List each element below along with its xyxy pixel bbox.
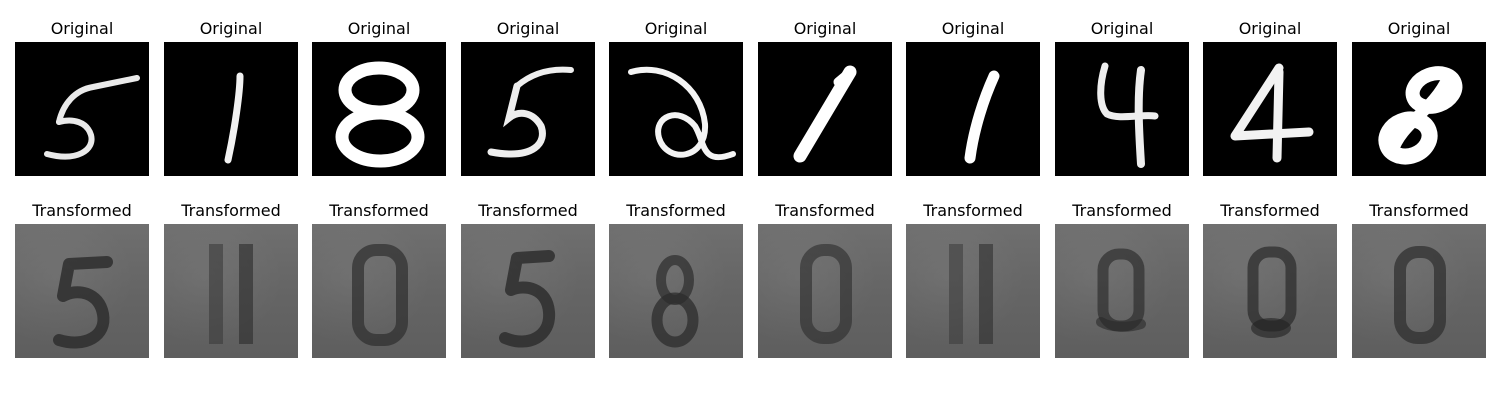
transformed-title: Transformed <box>1072 201 1172 220</box>
transformed-title: Transformed <box>626 201 726 220</box>
original-image <box>312 42 446 176</box>
original-title: Original <box>496 19 560 38</box>
original-image <box>164 42 298 176</box>
transformed-title: Transformed <box>32 201 132 220</box>
original-image <box>461 42 595 176</box>
original-title: Original <box>793 19 857 38</box>
transformed-image <box>1055 224 1189 358</box>
original-image <box>906 42 1040 176</box>
transformed-image <box>15 224 149 358</box>
original-title: Original <box>199 19 263 38</box>
transformed-title: Transformed <box>1220 201 1320 220</box>
transformed-title: Transformed <box>1369 201 1469 220</box>
transformed-image <box>1203 224 1337 358</box>
original-title: Original <box>1387 19 1451 38</box>
transformed-title: Transformed <box>181 201 281 220</box>
original-title: Original <box>50 19 114 38</box>
original-title: Original <box>644 19 708 38</box>
original-title: Original <box>347 19 411 38</box>
transformed-image <box>312 224 446 358</box>
original-image <box>1352 42 1486 176</box>
transformed-image <box>1352 224 1486 358</box>
transformed-image <box>164 224 298 358</box>
original-title: Original <box>1090 19 1154 38</box>
transformed-image <box>461 224 595 358</box>
original-image <box>15 42 149 176</box>
original-image <box>1203 42 1337 176</box>
transformed-title: Transformed <box>923 201 1023 220</box>
transformed-image <box>906 224 1040 358</box>
transformed-image <box>758 224 892 358</box>
transformed-title: Transformed <box>478 201 578 220</box>
original-image <box>758 42 892 176</box>
original-image <box>1055 42 1189 176</box>
transformed-title: Transformed <box>329 201 429 220</box>
original-title: Original <box>941 19 1005 38</box>
original-image <box>609 42 743 176</box>
original-title: Original <box>1238 19 1302 38</box>
transformed-title: Transformed <box>775 201 875 220</box>
transformed-image <box>609 224 743 358</box>
